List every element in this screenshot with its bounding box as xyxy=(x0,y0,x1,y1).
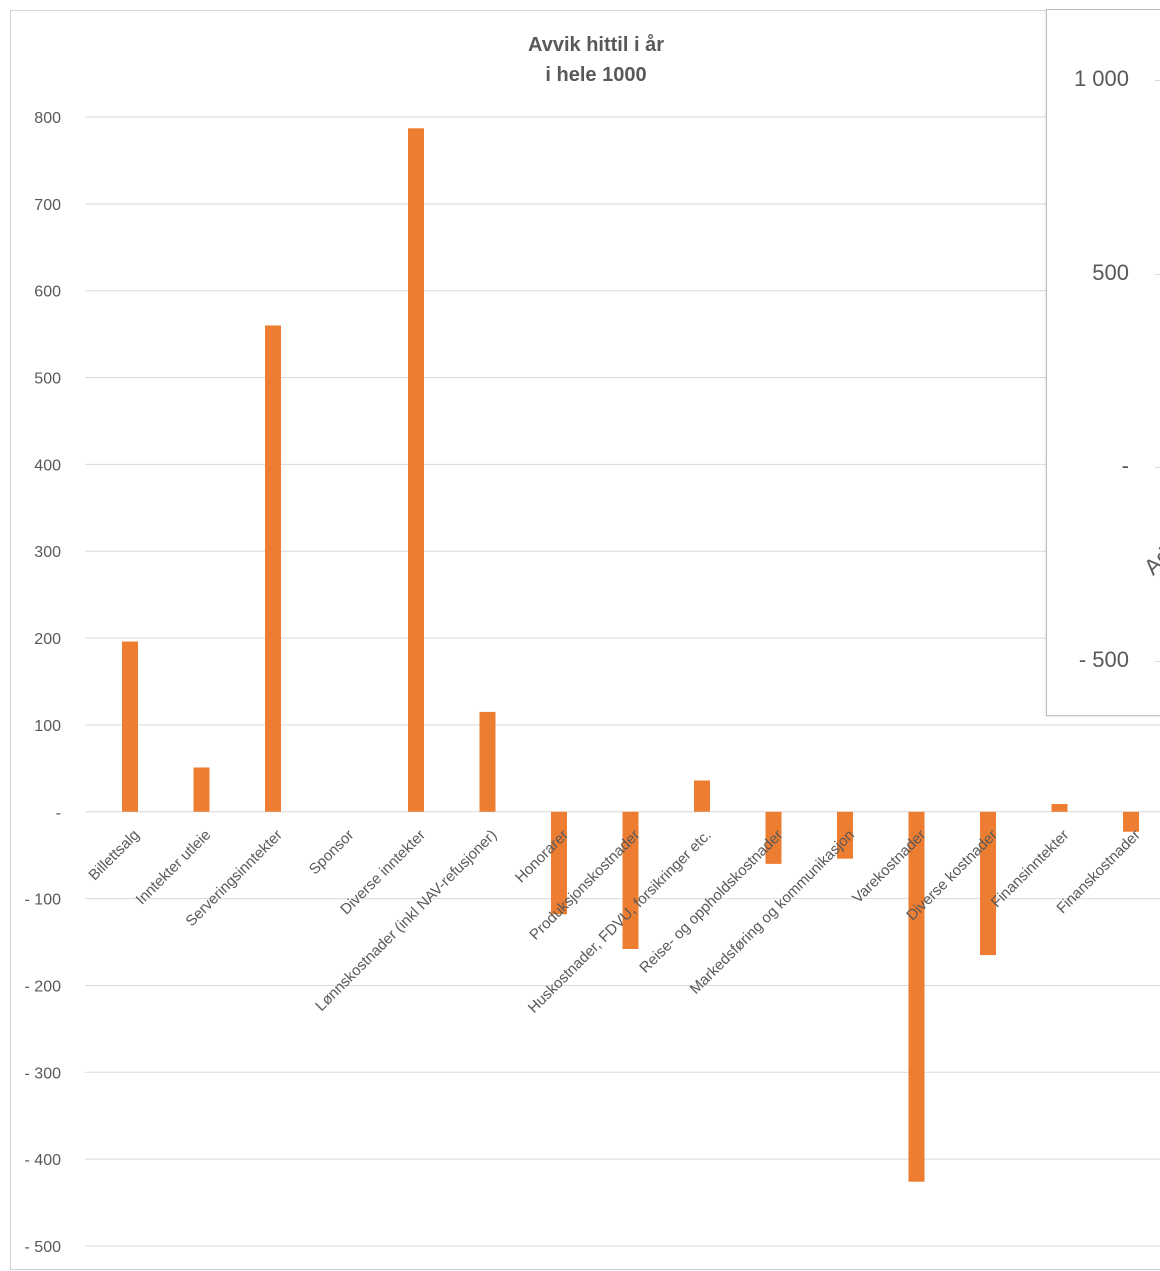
overlay-gridline xyxy=(1155,80,1160,81)
overlay-y-tick-label: - 500 xyxy=(1078,646,1129,672)
y-tick-label: - 200 xyxy=(25,978,62,995)
bar xyxy=(551,811,567,915)
overlay-category-label: Adm xyxy=(1139,530,1160,580)
x-category-label: Inntekter utleie xyxy=(133,827,215,909)
bars xyxy=(122,128,1139,1182)
y-tick-label: - 300 xyxy=(25,1065,62,1082)
y-tick-label: 400 xyxy=(34,457,61,474)
bar xyxy=(622,811,639,949)
bar xyxy=(765,811,782,864)
y-tick-label: 300 xyxy=(34,544,61,561)
chart-subtitle: i hele 1000 xyxy=(545,64,646,86)
bar xyxy=(122,641,138,812)
bar xyxy=(408,128,424,812)
y-tick-label: 100 xyxy=(34,718,61,735)
y-tick-label: - 400 xyxy=(25,1152,62,1169)
chart-title: Avvik hittil i år xyxy=(528,33,664,56)
bar xyxy=(1051,803,1068,812)
overlay-y-tick-label: 1 000 xyxy=(1073,66,1129,91)
y-tick-label: 500 xyxy=(34,371,61,388)
bar xyxy=(1123,811,1139,832)
y-tick-label: - 500 xyxy=(25,1239,62,1256)
y-tick-label: - 100 xyxy=(25,892,62,909)
overlay-y-tick-label: - xyxy=(1121,453,1129,478)
bar xyxy=(479,711,496,812)
x-category-label: Reise- og oppholdskostnader xyxy=(636,827,786,977)
y-tick-label: 700 xyxy=(34,197,61,214)
x-category-label: Sponsor xyxy=(306,827,358,879)
y-axis-tick-labels: 800 700 600 500 400 300 200 100 - - 100 - 200 - 300… xyxy=(25,110,62,1256)
y-tick-label: 600 xyxy=(34,284,61,301)
bar xyxy=(837,811,853,859)
bar xyxy=(980,811,996,956)
overlay-gridline xyxy=(1155,467,1160,468)
chart-frame: 800 700 600 500 400 300 200 100 - - 100 - 200 - 300… xyxy=(10,9,1160,1270)
main-bar-chart: 800 700 600 500 400 300 200 100 - - 100 - 200 - 300… xyxy=(25,33,1160,1256)
overlay-y-tick-label: 500 xyxy=(1092,259,1129,285)
overlay-gridline xyxy=(1155,273,1160,275)
x-category-label: Billettsalg xyxy=(85,827,142,884)
bar xyxy=(265,325,281,812)
gridlines xyxy=(85,116,1160,1247)
y-tick-label: 800 xyxy=(34,110,61,127)
y-tick-label: 200 xyxy=(34,631,61,648)
bar xyxy=(694,780,710,812)
bar xyxy=(908,811,925,1182)
bar xyxy=(193,767,210,812)
y-tick-label: - xyxy=(56,805,61,822)
overlay-gridline xyxy=(1155,660,1160,662)
